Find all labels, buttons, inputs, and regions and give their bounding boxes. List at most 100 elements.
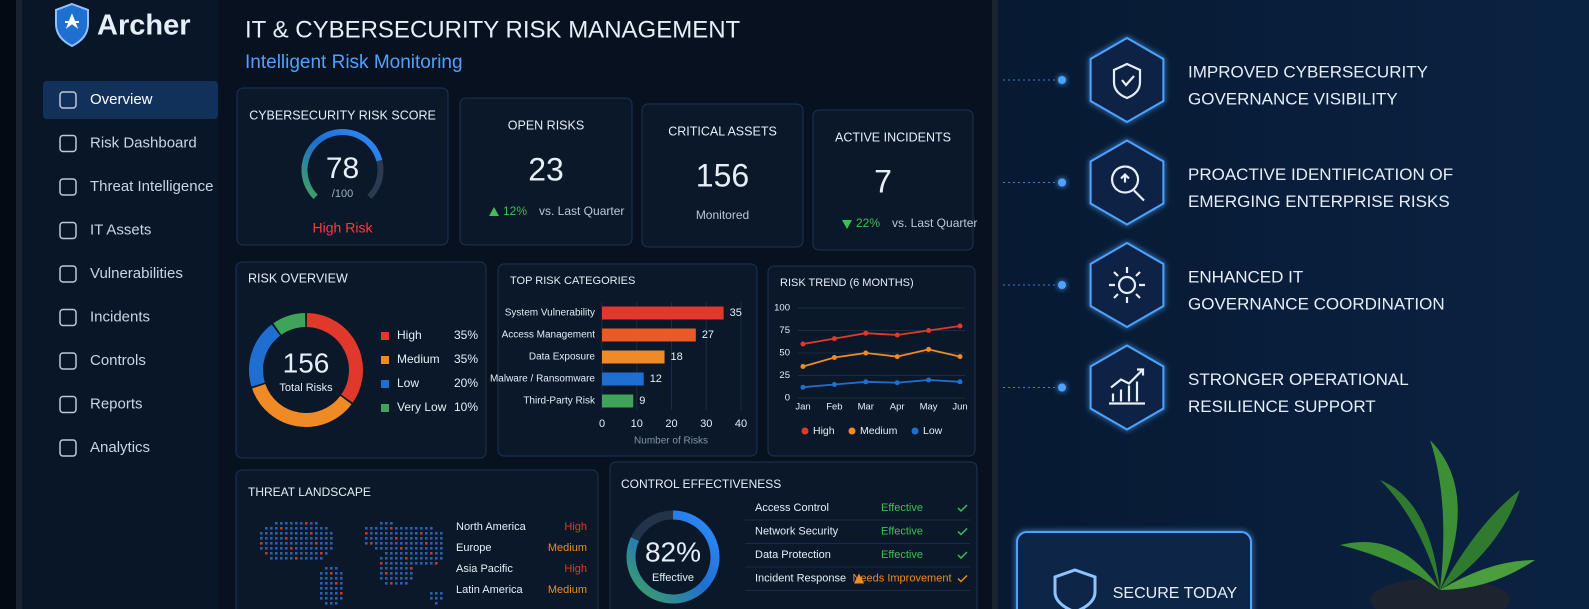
series-point bbox=[800, 384, 806, 390]
map-dot bbox=[405, 557, 408, 560]
map-dot bbox=[330, 592, 333, 595]
map-dot bbox=[325, 552, 328, 555]
map-dot bbox=[400, 537, 403, 540]
map-dot bbox=[410, 527, 413, 530]
map-dot bbox=[395, 532, 398, 535]
map-dot bbox=[335, 592, 338, 595]
x-tick-label: 40 bbox=[735, 418, 747, 430]
map-dot bbox=[265, 532, 268, 535]
benefit-text: IMPROVED CYBERSECURITY bbox=[1188, 62, 1428, 81]
map-dot bbox=[430, 527, 433, 530]
control-name: Network Security bbox=[755, 525, 839, 537]
value-label: 12 bbox=[650, 373, 662, 385]
map-dot bbox=[285, 552, 288, 555]
map-dot bbox=[260, 532, 263, 535]
nav-item[interactable]: Overview bbox=[90, 91, 153, 108]
map-dot bbox=[290, 532, 293, 535]
map-dot bbox=[295, 552, 298, 555]
nav-item[interactable]: Analytics bbox=[90, 439, 150, 456]
map-dot bbox=[390, 572, 393, 575]
series-point bbox=[831, 336, 837, 342]
map-dot bbox=[380, 527, 383, 530]
map-dot bbox=[390, 582, 393, 585]
series-point bbox=[894, 332, 900, 338]
benefit-text: STRONGER OPERATIONAL bbox=[1188, 370, 1409, 389]
map-dot bbox=[340, 582, 343, 585]
map-dot bbox=[405, 552, 408, 555]
badge-text: SECURE TODAY bbox=[1113, 585, 1238, 602]
series-point bbox=[863, 379, 869, 385]
map-dot bbox=[425, 532, 428, 535]
control-name: Incident Response bbox=[755, 572, 846, 584]
map-dot bbox=[320, 547, 323, 550]
series-point bbox=[800, 341, 806, 347]
map-dot bbox=[385, 552, 388, 555]
nav-item[interactable]: Threat Intelligence bbox=[90, 178, 213, 195]
map-dot bbox=[430, 562, 433, 565]
map-dot bbox=[315, 537, 318, 540]
map-dot bbox=[330, 532, 333, 535]
series-point bbox=[894, 354, 900, 360]
map-dot bbox=[415, 552, 418, 555]
gauge-value bbox=[626, 510, 720, 604]
kpi-change: 12% bbox=[503, 204, 527, 218]
value-label: 10% bbox=[454, 400, 478, 414]
map-dot bbox=[380, 547, 383, 550]
x-tick-label: May bbox=[920, 402, 938, 413]
legend-swatch bbox=[381, 404, 389, 412]
nav-item[interactable]: Controls bbox=[90, 352, 146, 369]
map-dot bbox=[320, 552, 323, 555]
benefit-icon bbox=[1109, 368, 1145, 405]
nav-icon bbox=[59, 395, 77, 414]
map-dot bbox=[435, 597, 438, 600]
plant bbox=[1340, 440, 1535, 609]
map-dot bbox=[300, 557, 303, 560]
bar bbox=[602, 350, 665, 364]
map-dot bbox=[430, 547, 433, 550]
map-dot bbox=[440, 537, 443, 540]
map-dot bbox=[270, 557, 273, 560]
x-tick-label: Feb bbox=[826, 402, 842, 413]
nav-item[interactable]: IT Assets bbox=[90, 221, 151, 238]
donut-total-label: Total Risks bbox=[279, 382, 333, 394]
map-dot bbox=[270, 532, 273, 535]
map-dot bbox=[395, 577, 398, 580]
y-tick-label: 100 bbox=[774, 303, 790, 314]
map-dot bbox=[430, 552, 433, 555]
map-dot bbox=[390, 552, 393, 555]
map-dot bbox=[285, 532, 288, 535]
map-dot bbox=[430, 542, 433, 545]
nav-item[interactable]: Reports bbox=[90, 395, 143, 412]
nav-icon bbox=[59, 178, 77, 196]
legend-swatch bbox=[381, 380, 389, 388]
map-dot bbox=[290, 537, 293, 540]
map-dot bbox=[325, 582, 328, 585]
map-dot bbox=[280, 557, 283, 560]
benefit-icon bbox=[1112, 62, 1142, 100]
map-dot bbox=[330, 597, 333, 600]
nav-item[interactable]: Risk Dashboard bbox=[90, 134, 197, 151]
kpi-change-note: vs. Last Quarter bbox=[539, 204, 624, 218]
map-dot bbox=[275, 547, 278, 550]
map-dot bbox=[375, 527, 378, 530]
kpi-note: Monitored bbox=[696, 208, 749, 222]
page-title: IT & CYBERSECURITY RISK MANAGEMENT bbox=[245, 16, 741, 43]
map-dot bbox=[365, 532, 368, 535]
y-tick-label: 25 bbox=[779, 370, 790, 381]
nav-item[interactable]: Vulnerabilities bbox=[90, 265, 183, 282]
bar bbox=[602, 394, 634, 408]
map-dot bbox=[275, 532, 278, 535]
connector-dot bbox=[1058, 76, 1066, 84]
control-name: Access Control bbox=[755, 502, 829, 514]
map-dot bbox=[420, 557, 423, 560]
nav-item[interactable]: Incidents bbox=[90, 308, 150, 325]
value-label: 18 bbox=[671, 351, 683, 363]
map-dot bbox=[310, 557, 313, 560]
map-dot bbox=[305, 547, 308, 550]
map-dot bbox=[280, 552, 283, 555]
map-dot bbox=[320, 557, 323, 560]
map-dot bbox=[390, 537, 393, 540]
map-dot bbox=[280, 537, 283, 540]
map-dot bbox=[425, 557, 428, 560]
map-dot bbox=[310, 547, 313, 550]
